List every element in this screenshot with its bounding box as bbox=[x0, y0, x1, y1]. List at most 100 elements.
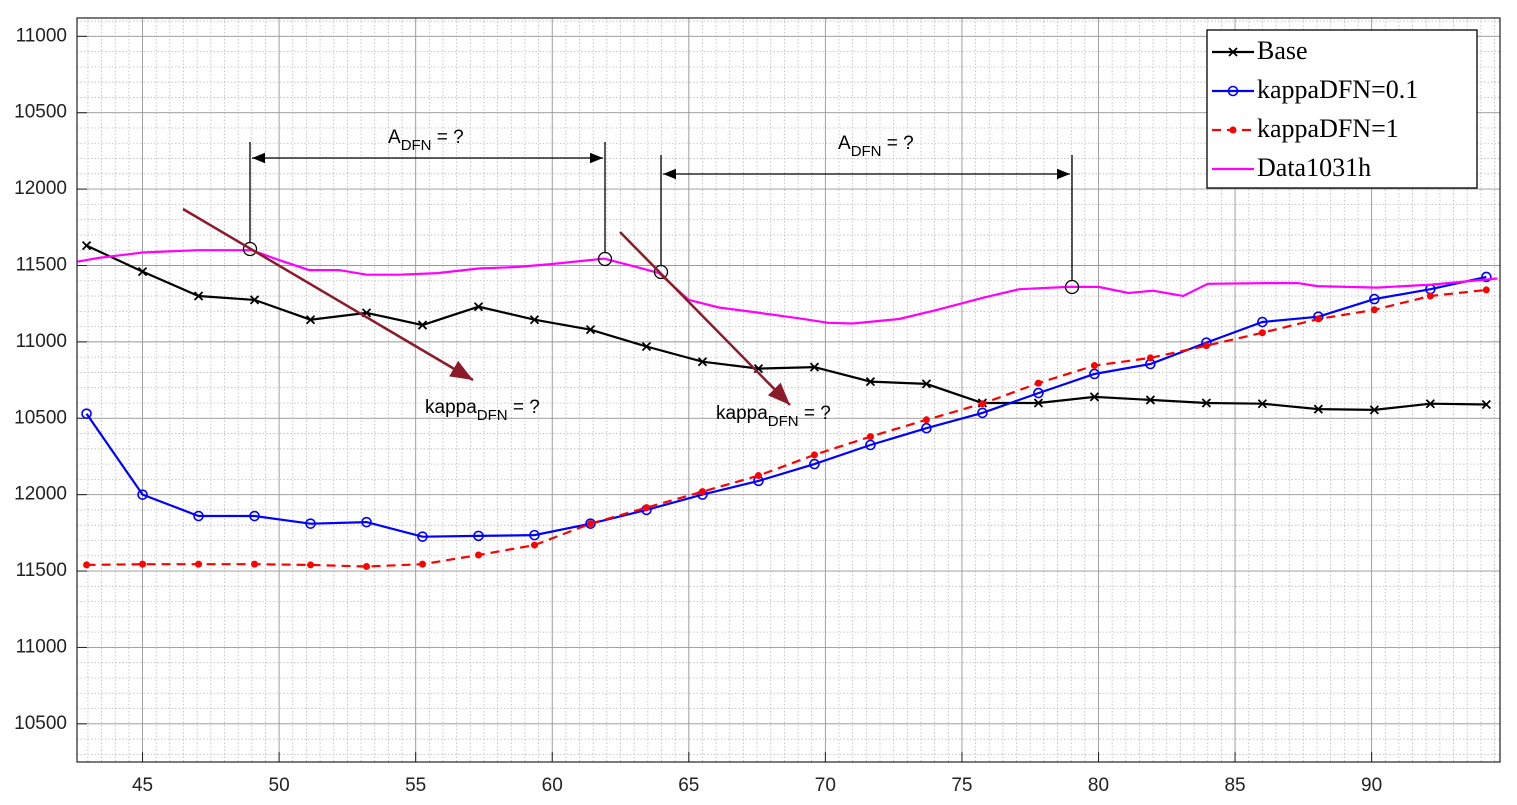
point bbox=[530, 541, 538, 549]
point bbox=[1258, 329, 1266, 337]
point bbox=[1370, 306, 1378, 314]
legend-marker bbox=[1228, 47, 1238, 57]
point bbox=[473, 302, 484, 312]
annotation-text: kappaDFN = ? bbox=[716, 403, 831, 430]
point bbox=[137, 266, 148, 277]
point bbox=[1033, 387, 1044, 399]
annotation-rest: = ? bbox=[799, 403, 831, 424]
annotation-sub: DFN bbox=[401, 137, 432, 154]
x-tick-label: 45 bbox=[132, 775, 153, 796]
y-tick-label: 10500 bbox=[14, 713, 67, 734]
point bbox=[921, 379, 932, 389]
point bbox=[1425, 399, 1435, 409]
point bbox=[193, 291, 204, 301]
x-tick-label: 70 bbox=[815, 775, 836, 796]
point bbox=[1481, 399, 1491, 410]
annotation-base: A bbox=[388, 127, 401, 148]
point bbox=[529, 315, 540, 325]
annotation-sub: DFN bbox=[477, 407, 508, 424]
annotation-rest: = ? bbox=[508, 397, 540, 418]
point bbox=[977, 407, 988, 419]
point bbox=[809, 362, 820, 372]
point bbox=[305, 315, 316, 325]
y-tick-label: 12000 bbox=[14, 178, 67, 199]
y-tick-label: 10500 bbox=[14, 407, 67, 428]
y-tick-label: 11000 bbox=[16, 636, 67, 657]
x-tick-label: 55 bbox=[405, 775, 426, 796]
point bbox=[249, 510, 260, 522]
point bbox=[698, 488, 706, 496]
y-tick-label: 11000 bbox=[16, 25, 67, 46]
point bbox=[1369, 405, 1379, 415]
grid bbox=[77, 18, 1500, 762]
point bbox=[1034, 379, 1042, 387]
series-line bbox=[86, 244, 1487, 412]
point bbox=[137, 489, 148, 500]
point bbox=[1482, 286, 1490, 294]
point bbox=[361, 516, 372, 528]
y-tick-label: 12000 bbox=[14, 484, 67, 505]
series-layer bbox=[77, 240, 1498, 570]
x-tick-label: 90 bbox=[1361, 775, 1382, 796]
point bbox=[921, 422, 932, 434]
point bbox=[81, 240, 92, 251]
series-line bbox=[85, 275, 1487, 538]
point bbox=[1481, 271, 1492, 283]
x-tick-label: 50 bbox=[269, 775, 290, 796]
annotation-text: ADFN = ? bbox=[838, 133, 914, 160]
annotation-arrow bbox=[619, 231, 791, 406]
point bbox=[193, 510, 204, 522]
y-tick-label: 10500 bbox=[14, 102, 67, 123]
x-tick-label: 85 bbox=[1224, 775, 1245, 796]
series-line bbox=[86, 288, 1487, 568]
point bbox=[922, 416, 930, 424]
point bbox=[473, 530, 484, 542]
point bbox=[866, 433, 874, 441]
annotation-text: ADFN = ? bbox=[388, 127, 464, 154]
point bbox=[978, 400, 986, 408]
annotation-rest: = ? bbox=[432, 127, 464, 148]
annotation-base: A bbox=[838, 133, 851, 154]
point bbox=[810, 451, 818, 459]
annotation-sub: DFN bbox=[851, 143, 882, 160]
point bbox=[585, 325, 596, 335]
point bbox=[417, 531, 428, 542]
point bbox=[754, 472, 762, 480]
x-tick-label: 75 bbox=[951, 775, 972, 796]
legend-marker bbox=[1229, 126, 1237, 134]
point bbox=[1089, 368, 1100, 380]
point bbox=[809, 458, 820, 470]
point bbox=[585, 518, 596, 529]
legend-box bbox=[1206, 29, 1478, 189]
y-tick-label: 11500 bbox=[16, 560, 67, 581]
annotation-rest: = ? bbox=[882, 133, 914, 154]
series-line bbox=[77, 249, 1498, 325]
point bbox=[1313, 404, 1324, 414]
point bbox=[251, 560, 259, 568]
point bbox=[1369, 293, 1380, 305]
point bbox=[305, 518, 316, 529]
point bbox=[417, 320, 428, 330]
point bbox=[1314, 315, 1322, 323]
point bbox=[83, 561, 91, 569]
point bbox=[81, 408, 92, 419]
point bbox=[307, 561, 315, 569]
annotation-base: kappa bbox=[425, 397, 477, 418]
legend-label: kappaDFN=1 bbox=[1257, 114, 1399, 143]
y-tick-label: 11500 bbox=[16, 255, 67, 276]
annotation-text: kappaDFN = ? bbox=[425, 397, 540, 424]
point bbox=[1146, 354, 1154, 362]
point bbox=[474, 551, 482, 559]
point bbox=[642, 504, 650, 512]
point bbox=[865, 376, 876, 387]
point bbox=[1145, 395, 1156, 405]
series bbox=[77, 249, 1498, 325]
annotation-arrow bbox=[182, 207, 474, 382]
y-tick-label: 11000 bbox=[16, 331, 67, 352]
x-tick-label: 65 bbox=[678, 775, 699, 796]
point bbox=[249, 295, 260, 305]
legend: Base kappaDFN=0.1 kappaDFN=1 Data1031h bbox=[1206, 29, 1478, 189]
annotations bbox=[182, 142, 1080, 406]
point bbox=[641, 341, 652, 352]
